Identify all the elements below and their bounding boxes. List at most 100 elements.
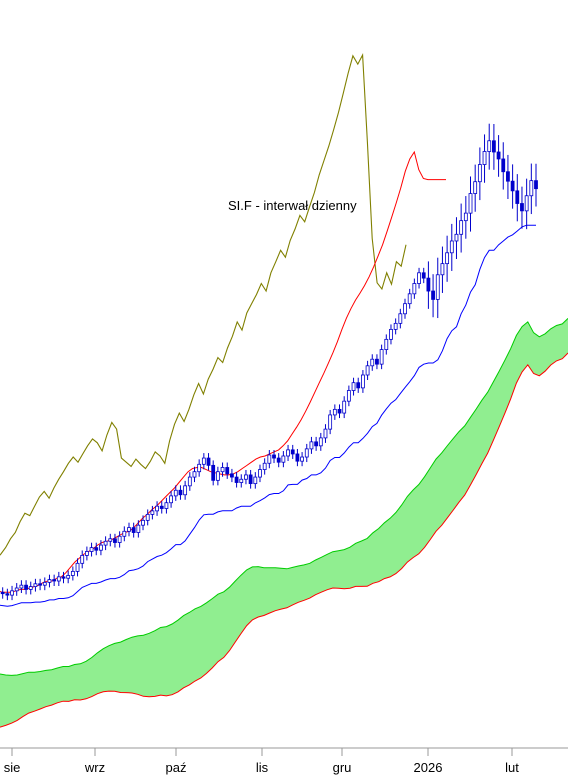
candle-body (215, 471, 220, 481)
candle (159, 501, 164, 514)
candle (346, 385, 351, 407)
candle (75, 558, 80, 577)
candle (440, 246, 445, 293)
candle (220, 462, 225, 477)
candle (117, 531, 122, 548)
x-tick-label: lis (256, 760, 269, 775)
candle (84, 546, 89, 561)
candle-body (0, 591, 5, 595)
candle-body (309, 441, 314, 450)
candle-body (506, 171, 510, 182)
candle-body (384, 338, 389, 350)
candle (435, 257, 440, 319)
candle (47, 574, 52, 588)
candle-body (534, 180, 538, 190)
candle (445, 235, 450, 282)
candle (103, 536, 108, 551)
candle (239, 474, 244, 488)
candle (70, 566, 75, 581)
candle-body (342, 400, 347, 414)
candle-body (150, 510, 155, 515)
candle-body (155, 505, 159, 512)
candle (356, 377, 361, 393)
candle (169, 490, 173, 508)
candle (468, 176, 473, 232)
candle (136, 520, 141, 538)
candle (173, 485, 178, 501)
candle-body (262, 462, 267, 470)
candle-body (323, 428, 328, 439)
candle-body (267, 454, 272, 464)
candle (108, 533, 113, 547)
candle (99, 540, 103, 556)
candle-body (286, 449, 290, 457)
x-tick-label: lut (505, 760, 519, 775)
candle (449, 223, 454, 271)
candle-body (141, 519, 145, 526)
candle-body (103, 540, 108, 546)
candle-body (145, 514, 150, 521)
candle (272, 450, 276, 464)
candle-body (173, 489, 178, 497)
candle (379, 344, 384, 370)
candle-body (496, 151, 501, 160)
candle (10, 585, 14, 601)
candle (33, 578, 38, 592)
span-a-line (0, 318, 568, 676)
candle-body (122, 530, 127, 537)
candle (178, 485, 183, 500)
candle (94, 542, 99, 556)
candle (14, 583, 19, 596)
candle (290, 444, 295, 459)
x-tick-label: gru (333, 760, 352, 775)
candle-body (398, 313, 403, 324)
candle-body (80, 555, 85, 564)
candle-body (239, 478, 244, 483)
candle-body (56, 576, 61, 582)
candle (225, 462, 230, 479)
candle (520, 186, 524, 229)
candle (215, 466, 220, 486)
candle-body (379, 349, 384, 365)
candle-body (501, 158, 506, 173)
candle-body (220, 467, 225, 473)
candle (19, 580, 24, 594)
ichimoku-cloud (0, 318, 568, 728)
candle-body (24, 584, 28, 590)
candle (361, 370, 365, 393)
candle (145, 509, 150, 526)
candle (491, 124, 496, 170)
candle-body (211, 464, 216, 481)
candle-body (178, 489, 183, 496)
x-tick-label: sie (4, 760, 21, 775)
candle (300, 452, 304, 467)
candle-body (300, 456, 304, 462)
candle (412, 278, 417, 299)
candle (281, 451, 286, 468)
candle (510, 164, 515, 209)
candle (482, 134, 487, 183)
candle (417, 267, 421, 289)
candle-body (393, 322, 398, 330)
candle (141, 515, 145, 531)
candle-body (487, 140, 492, 152)
candle (403, 298, 407, 319)
candle-body (70, 570, 75, 576)
candle (454, 217, 459, 260)
candle (534, 163, 538, 207)
candle-body (113, 538, 117, 543)
candle (61, 571, 66, 584)
candle (487, 123, 492, 170)
candle-body (169, 495, 173, 504)
candle-body (225, 467, 230, 475)
candle-body (473, 181, 478, 194)
candle-body (417, 272, 421, 284)
candle (276, 453, 281, 468)
candle-body (164, 502, 169, 509)
candle-body (520, 203, 524, 212)
candle-body (19, 584, 24, 589)
candle-body (375, 358, 379, 365)
candle (459, 203, 464, 253)
candle (304, 443, 309, 463)
